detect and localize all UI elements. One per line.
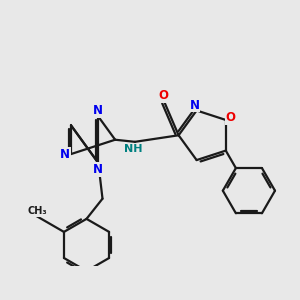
Text: O: O — [159, 89, 169, 102]
Text: N: N — [190, 98, 200, 112]
Text: NH: NH — [124, 144, 142, 154]
Text: N: N — [60, 148, 70, 160]
Text: O: O — [226, 111, 236, 124]
Text: N: N — [93, 104, 103, 117]
Text: CH₃: CH₃ — [28, 206, 47, 216]
Text: N: N — [93, 163, 103, 176]
